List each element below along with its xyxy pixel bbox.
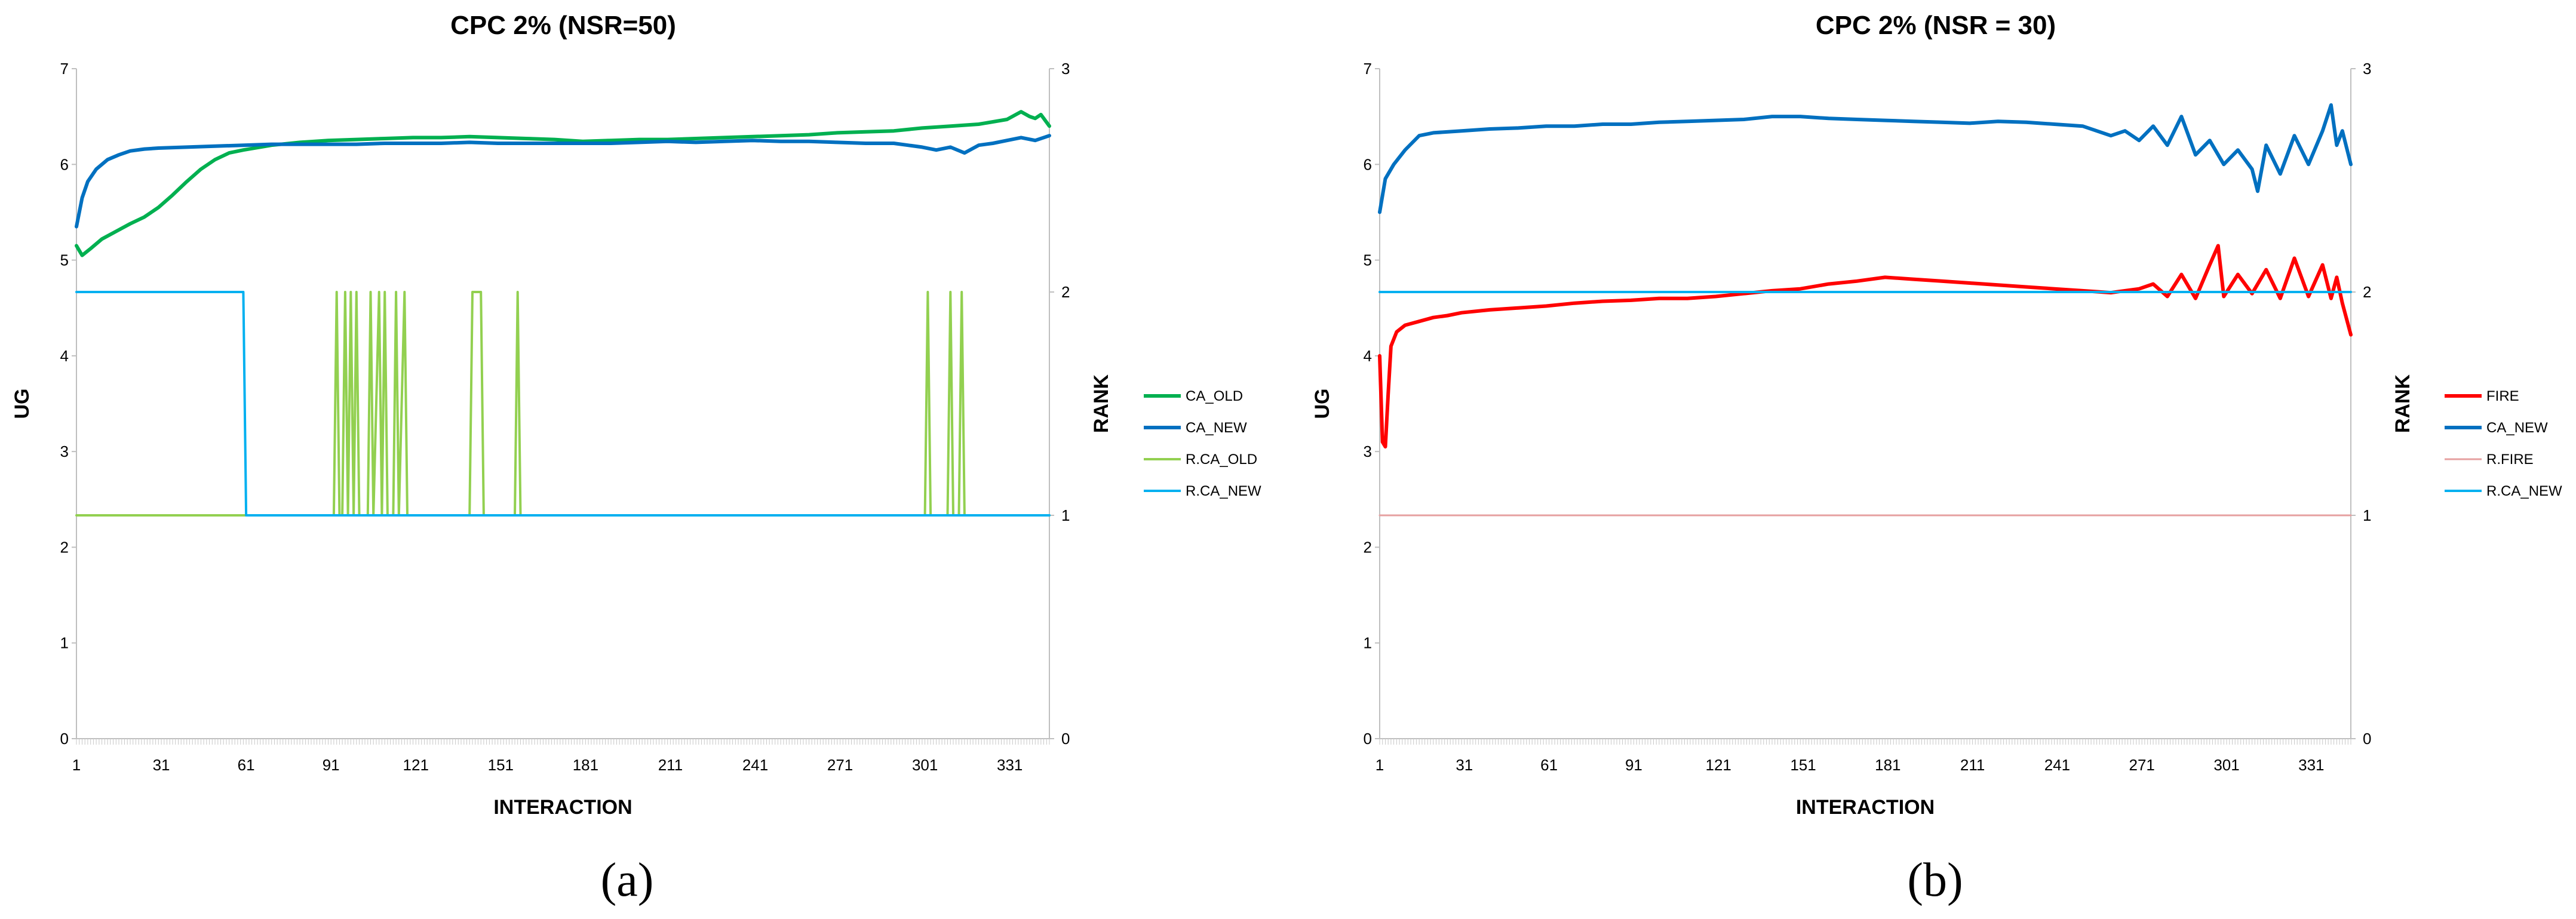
x-tick-label: 31	[1456, 756, 1473, 774]
legend-label: CA_OLD	[1186, 388, 1243, 404]
x-tick-label: 301	[2213, 756, 2239, 774]
panel-caption: (a)	[601, 854, 654, 906]
series-line-r-ca-old	[75, 291, 1051, 517]
x-axis-title: INTERACTION	[493, 796, 632, 819]
y-tick-label: 6	[1364, 155, 1372, 173]
x-tick-label: 241	[2044, 756, 2070, 774]
x-tick-label: 151	[488, 756, 514, 774]
y2-tick-label: 1	[1061, 506, 1070, 524]
x-tick-label: 61	[1540, 756, 1558, 774]
x-tick-label: 1	[1375, 756, 1384, 774]
x-tick-label: 271	[2129, 756, 2155, 774]
legend-label: R.CA_OLD	[1186, 451, 1257, 468]
x-axis-title: INTERACTION	[1796, 796, 1935, 819]
legend-label: R.CA_NEW	[2486, 483, 2562, 499]
y-tick-label: 7	[1364, 60, 1372, 78]
legend-label: CA_NEW	[1186, 420, 1247, 436]
y-tick-label: 2	[60, 538, 69, 556]
x-tick-label: 1	[72, 756, 81, 774]
x-tick-label: 181	[1875, 756, 1900, 774]
series-line-fire	[1378, 244, 2353, 449]
x-tick-label: 181	[573, 756, 598, 774]
series-line-r-ca-new	[75, 291, 1051, 517]
y-tick-label: 4	[60, 347, 69, 365]
legend-label: CA_NEW	[2486, 420, 2548, 436]
y2-axis-title: RANK	[1090, 374, 1113, 433]
y2-tick-label: 1	[2363, 506, 2371, 524]
y-tick-label: 5	[1364, 251, 1372, 269]
x-tick-label: 91	[323, 756, 340, 774]
y-tick-label: 3	[1364, 442, 1372, 460]
y-tick-label: 4	[1364, 347, 1372, 365]
y2-tick-label: 3	[2363, 60, 2371, 78]
y-tick-label: 0	[60, 730, 69, 748]
legend-label: R.FIRE	[2486, 451, 2534, 468]
y-tick-label: 6	[60, 155, 69, 173]
y2-tick-label: 3	[1061, 60, 1070, 78]
x-tick-label: 91	[1625, 756, 1642, 774]
x-tick-label: 331	[2298, 756, 2324, 774]
x-tick-label: 241	[742, 756, 768, 774]
series-line-ca-old	[75, 110, 1051, 257]
y-tick-label: 1	[60, 634, 69, 652]
x-tick-label: 151	[1790, 756, 1816, 774]
y-axis-title: UG	[11, 389, 33, 419]
y2-tick-label: 2	[2363, 283, 2371, 301]
x-tick-label: 31	[153, 756, 170, 774]
series-line-ca-new	[75, 134, 1051, 229]
y-tick-label: 5	[60, 251, 69, 269]
x-minor-ticks	[1379, 739, 2351, 745]
y2-axis-title: RANK	[2391, 374, 2414, 433]
x-tick-label: 61	[238, 756, 255, 774]
y-tick-label: 3	[60, 442, 69, 460]
x-tick-label: 211	[658, 756, 683, 774]
legend-label: FIRE	[2486, 388, 2519, 404]
x-tick-label: 331	[997, 756, 1023, 774]
y-tick-label: 0	[1364, 730, 1372, 748]
x-tick-label: 121	[403, 756, 429, 774]
x-tick-label: 121	[1706, 756, 1731, 774]
panel-caption: (b)	[1907, 854, 1963, 906]
y-tick-label: 7	[60, 60, 69, 78]
x-tick-label: 211	[1960, 756, 1985, 774]
legend-label: R.CA_NEW	[1186, 483, 1261, 499]
chart-title: CPC 2% (NSR=50)	[450, 11, 676, 40]
chart-title: CPC 2% (NSR = 30)	[1816, 11, 2056, 40]
y-axis-title: UG	[1311, 389, 1334, 419]
x-minor-ticks	[76, 739, 1050, 745]
y2-tick-label: 0	[1061, 730, 1070, 748]
x-tick-label: 301	[912, 756, 938, 774]
y-tick-label: 1	[1364, 634, 1372, 652]
y2-tick-label: 2	[1061, 283, 1070, 301]
y-tick-label: 2	[1364, 538, 1372, 556]
series-line-ca-new	[1378, 103, 2353, 214]
x-tick-label: 271	[827, 756, 853, 774]
y2-tick-label: 0	[2363, 730, 2371, 748]
